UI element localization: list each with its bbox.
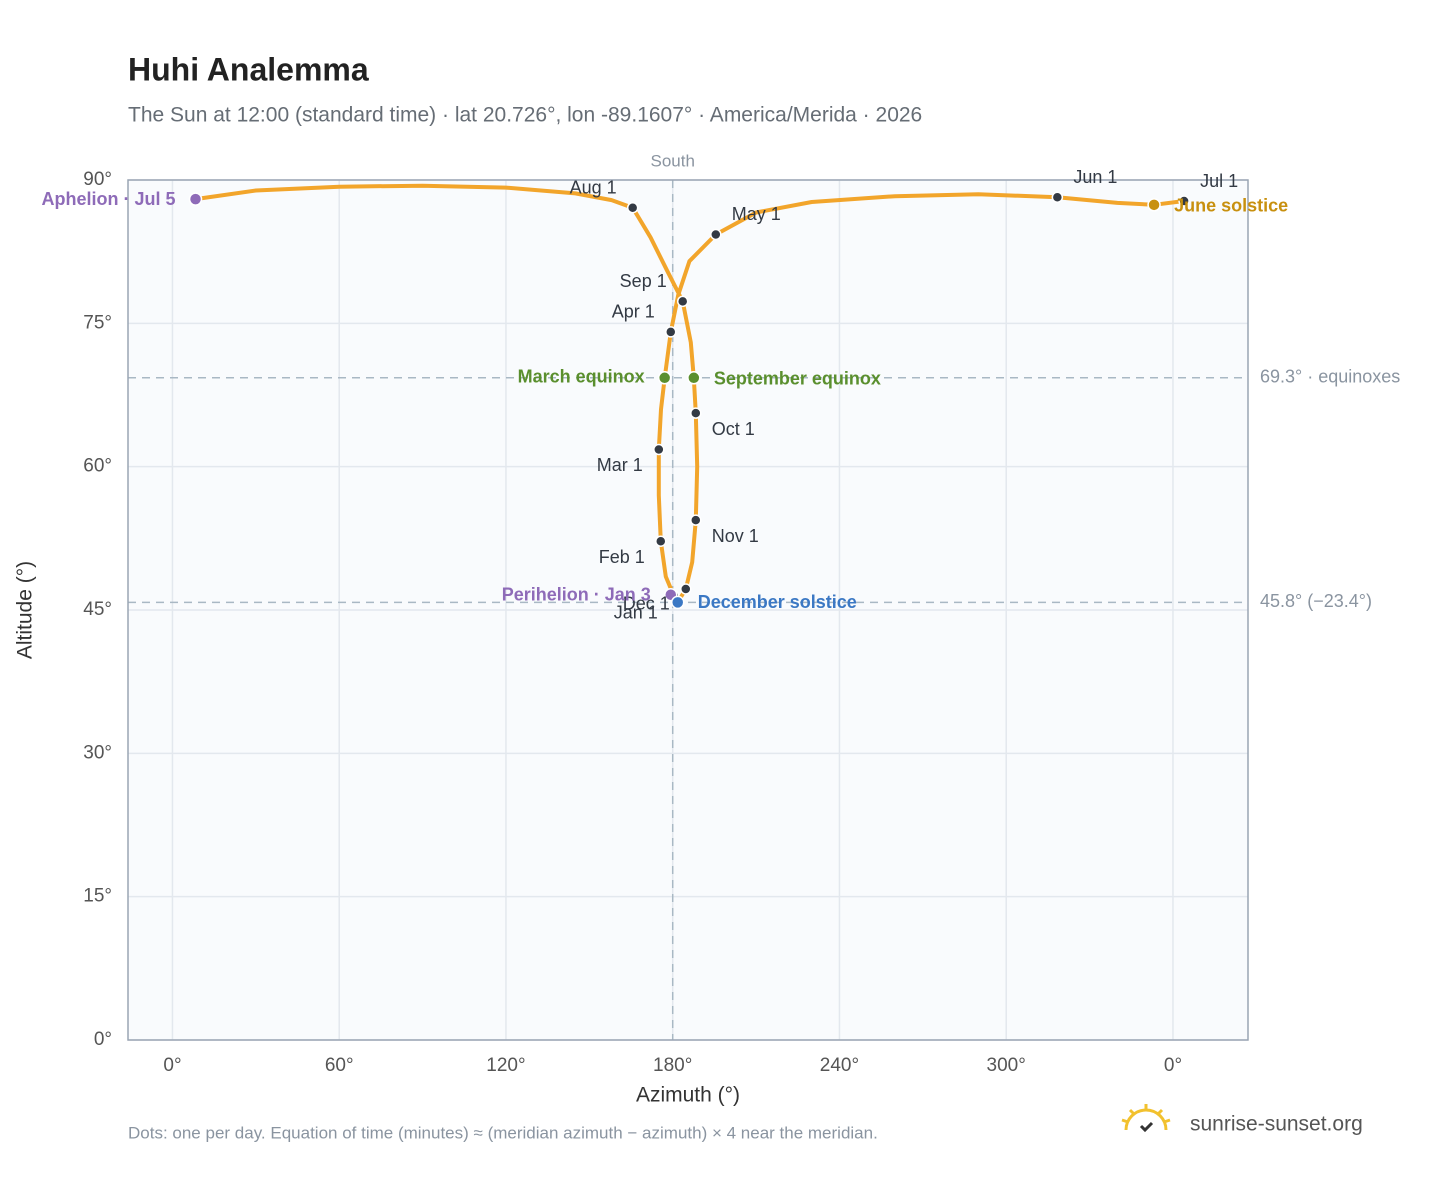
milestone-label: Oct 1: [712, 419, 755, 439]
marks: [188, 183, 1190, 610]
milestone-point: [687, 371, 701, 385]
milestone-point: [657, 371, 672, 385]
y-axis-label: Altitude (°): [14, 561, 37, 659]
milestone-point: [1051, 191, 1064, 203]
milestone-label: December solstice: [698, 592, 857, 612]
milestone-label: September equinox: [714, 369, 881, 389]
milestone-label: Apr 1: [612, 302, 655, 322]
milestone-label: Mar 1: [597, 455, 643, 475]
x-axis-label: Azimuth (°): [636, 1084, 740, 1107]
milestone-point: [676, 295, 689, 308]
x-tick-label: 240°: [820, 1055, 859, 1076]
milestone-label: Jan 1: [614, 602, 658, 622]
milestone-point: [665, 326, 677, 338]
milestone-point: [670, 595, 685, 610]
milestone-point: [710, 228, 722, 241]
milestone-label: March equinox: [518, 367, 645, 387]
milestone-point: [690, 514, 702, 526]
y-tick-label: 90°: [83, 169, 112, 190]
milestone-point: [690, 407, 702, 419]
x-tick-label: 300°: [987, 1055, 1026, 1076]
x-tick-label: 60°: [325, 1055, 354, 1076]
brand-logo: [1121, 1104, 1171, 1133]
y-tick-label: 60°: [83, 456, 112, 477]
milestone-label: Dec 1: [623, 594, 670, 614]
reference-label: 45.8° (−23.4°): [1260, 591, 1372, 611]
chart-subtitle: The Sun at 12:00 (standard time) · lat 2…: [128, 104, 922, 127]
y-tick-label: 15°: [83, 886, 112, 907]
y-tick-label: 0°: [94, 1029, 112, 1050]
y-tick-label: 30°: [83, 742, 112, 763]
x-tick-label: 0°: [1164, 1055, 1182, 1076]
milestone-label: Aphelion · Jul 5: [42, 189, 176, 209]
x-tick-label: 180°: [653, 1055, 692, 1076]
milestone-label: Jun 1: [1073, 167, 1117, 187]
milestone-label: Sep 1: [620, 271, 667, 291]
y-tick-label: 45°: [83, 599, 112, 620]
reference-label: 69.3° · equinoxes: [1260, 367, 1400, 387]
milestone-point: [626, 201, 639, 214]
milestone-point: [188, 192, 203, 206]
brand: sunrise-sunset.org: [1190, 1113, 1363, 1136]
milestone-label: Jul 1: [1200, 171, 1238, 191]
x-tick-label: 0°: [163, 1055, 181, 1076]
milestone-label: Aug 1: [570, 177, 617, 197]
chart-title: Huhi Analemma: [128, 51, 369, 87]
plot-border: [127, 179, 1249, 1041]
reference-label: South: [650, 151, 694, 170]
milestone-label: Feb 1: [599, 547, 645, 567]
milestone-label: Perihelion · Jan 3: [502, 584, 651, 604]
milestone-point: [1147, 198, 1161, 212]
milestone-point: [680, 583, 692, 595]
milestone-point: [653, 443, 665, 456]
milestone-point: [1178, 195, 1190, 207]
milestone-point: [655, 535, 667, 547]
milestone-label: June solstice: [1174, 196, 1288, 216]
milestone-label: May 1: [732, 204, 781, 224]
y-tick-label: 75°: [83, 312, 112, 333]
note: Dots: one per day. Equation of time (min…: [128, 1123, 878, 1142]
x-tick-label: 120°: [486, 1055, 525, 1076]
milestone-label: Nov 1: [712, 526, 759, 546]
